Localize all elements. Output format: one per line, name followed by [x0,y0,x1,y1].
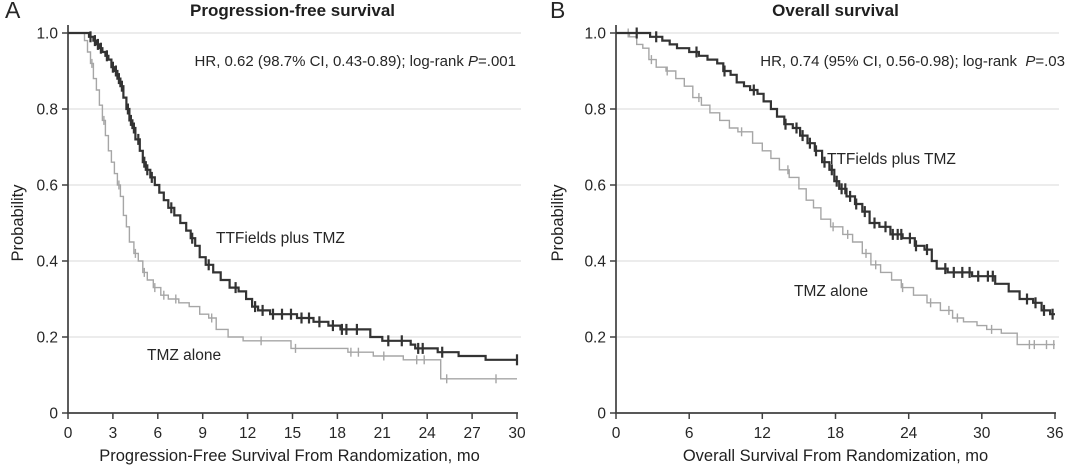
y-tick-label: 0 [49,406,58,423]
panel-title-os: Overall survival [772,1,899,20]
y-axis-title-pfs: Probability [9,184,27,262]
y-tick-label: 1.0 [36,26,58,43]
km-curve-ttfields-tmz [616,31,1055,316]
x-axis-title-pfs: Progression-Free Survival From Randomiza… [99,447,480,465]
panel-title-pfs: Progression-free survival [189,1,396,20]
pfs-km-plot: 0 0.2 0.4 0.6 0.8 1.0 0 3 6 9 12 15 18 21 24 27 30 [36,25,526,442]
x-tick-label: 9 [198,425,207,442]
y-tick-label: 0.6 [584,178,606,195]
x-tick-label: 27 [463,425,480,442]
curve-label-ttfields-pfs: TTFields plus TMZ [216,230,345,247]
p-value-pfs: =.001 [478,53,516,70]
panel-letter-a: A [5,0,21,23]
x-tick-label: 18 [827,425,844,442]
x-tick-label: 36 [1046,425,1063,442]
x-tick-label: 0 [612,425,621,442]
hr-text-pfs: HR, 0.62 (98.7% CI, 0.43-0.89); log-rank [194,53,469,70]
y-tick-label: 0.8 [584,102,606,119]
hr-annotation-pfs: HR, 0.62 (98.7% CI, 0.43-0.89); log-rank… [195,53,516,70]
hr-annotation-os: HR, 0.74 (95% CI, 0.56-0.98); log-rank P… [760,53,1065,70]
x-tick-label: 12 [239,425,256,442]
x-tick-label: 24 [900,425,918,442]
x-tick-label: 12 [754,425,771,442]
y-tick-label: 0 [597,406,606,423]
x-axis-title-os: Overall Survival From Randomization, mo [682,447,989,465]
y-tick-label: 0.6 [36,178,58,195]
km-curve-tmz-alone [616,32,1055,346]
hr-text-os: HR, 0.74 (95% CI, 0.56-0.98); log-rank [760,53,1026,70]
y-tick-label: 0.4 [584,254,606,271]
x-tick-label: 6 [685,425,694,442]
x-tick-label: 3 [109,425,118,442]
x-tick-label: 0 [64,425,73,442]
x-tick-label: 30 [508,425,526,442]
y-tick-label: 0.4 [36,254,58,271]
p-symbol-pfs: P [468,53,479,70]
panel-progression-free-survival: A Progression-free survival 0 0.2 0.4 0.6 0.… [5,0,526,465]
km-curve-tmz-alone [68,32,517,380]
panel-overall-survival: B Overall survival 0 0.2 0.4 0.6 0.8 1.0 0 6 12 1… [540,0,1080,472]
curve-label-ttfields-os: TTFields plus TMZ [827,151,956,168]
curve-label-tmz-os: TMZ alone [794,283,869,300]
y-tick-label: 0.8 [36,102,58,119]
x-tick-label: 6 [153,425,162,442]
y-axis-title-os: Probability [549,184,567,262]
y-tick-label: 0.2 [36,330,58,347]
x-tick-label: 30 [973,425,991,442]
panel-letter-b: B [550,0,566,23]
x-tick-label: 18 [329,425,346,442]
km-curve-ttfields-tmz [68,31,517,361]
p-value-os: =.03 [1035,53,1065,70]
y-tick-label: 0.2 [584,330,606,347]
x-tick-label: 15 [284,425,301,442]
os-km-plot: 0 0.2 0.4 0.6 0.8 1.0 0 6 12 18 24 30 36 [584,25,1064,442]
y-tick-label: 1.0 [584,26,606,43]
x-tick-label: 24 [419,425,437,442]
p-symbol-os: P [1025,53,1036,70]
x-tick-label: 21 [374,425,391,442]
curve-label-tmz-pfs: TMZ alone [147,347,222,364]
